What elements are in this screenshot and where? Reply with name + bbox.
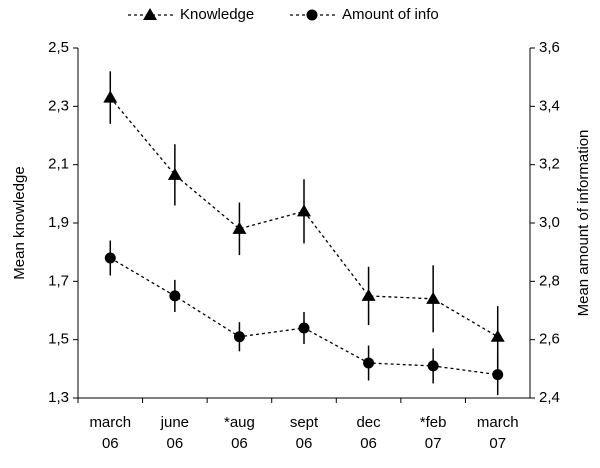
data-point	[426, 291, 441, 304]
data-point	[297, 204, 311, 217]
data-point	[169, 290, 181, 302]
y2-tick-label: 2,8	[539, 272, 560, 289]
legend-label: Amount of info	[342, 6, 439, 23]
data-point	[232, 221, 247, 234]
data-point	[103, 90, 118, 103]
data-point	[427, 360, 439, 372]
data-point	[233, 331, 245, 343]
y2-tick-label: 3,0	[539, 214, 560, 231]
y-tick-label: 1,3	[48, 389, 69, 406]
x-tick-label: dec 06	[356, 414, 381, 452]
data-point	[492, 369, 504, 381]
y-tick-label: 2,1	[48, 156, 69, 173]
y-axis-title: Mean knowledge	[11, 166, 28, 279]
y-tick-label: 2,5	[48, 39, 69, 56]
legend-marker	[306, 9, 318, 21]
legend-marker	[143, 8, 157, 20]
data-point	[363, 357, 375, 369]
data-point	[104, 252, 116, 264]
x-tick-label: *feb 07	[419, 414, 447, 452]
y2-tick-label: 3,2	[539, 156, 560, 173]
y-tick-label: 1,9	[48, 214, 69, 231]
x-tick-label: march 07	[476, 414, 519, 452]
x-tick-label: *aug 06	[223, 414, 255, 452]
y-tick-label: 2,3	[48, 97, 69, 114]
x-tick-label: june 06	[160, 414, 190, 452]
data-point	[361, 288, 376, 301]
y2-tick-label: 3,4	[539, 97, 560, 114]
y2-tick-label: 2,6	[539, 331, 560, 348]
legend-label: Knowledge	[180, 6, 254, 23]
data-point	[298, 322, 310, 334]
y-tick-label: 1,5	[48, 331, 69, 348]
data-point	[167, 167, 182, 180]
x-tick-label: sept 06	[289, 414, 319, 452]
data-point	[490, 329, 505, 342]
y2-axis-title: Mean amount of information	[575, 130, 592, 317]
x-tick-label: march 06	[89, 414, 132, 452]
y-tick-label: 1,7	[48, 272, 69, 289]
y2-tick-label: 3,6	[539, 39, 560, 56]
y2-tick-label: 2,4	[539, 389, 560, 406]
